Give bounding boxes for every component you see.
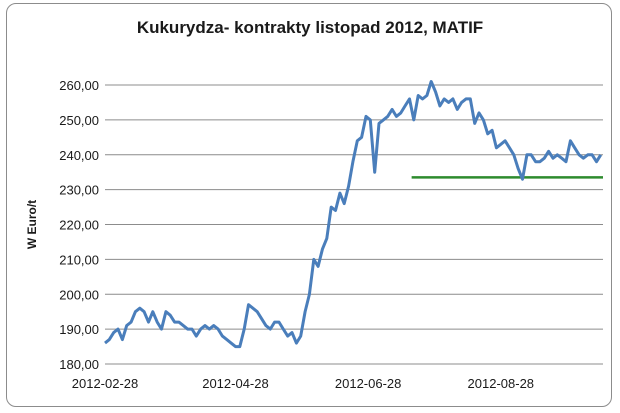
y-axis-label: W Euro/t — [25, 200, 39, 249]
x-tick-label: 2012-04-28 — [202, 376, 269, 391]
y-tick-label: 200,00 — [59, 287, 99, 302]
y-tick-label: 190,00 — [59, 322, 99, 337]
y-axis-ticks: 180,00 190,00 200,00 210,00 220,00 230,00 240,… — [59, 78, 99, 372]
y-tick-label: 230,00 — [59, 183, 99, 198]
x-tick-label: 2012-02-28 — [72, 376, 139, 391]
y-tick-label: 210,00 — [59, 252, 99, 267]
y-tick-label: 180,00 — [59, 357, 99, 372]
y-tick-label: 220,00 — [59, 218, 99, 233]
x-tick-label: 2012-06-28 — [335, 376, 402, 391]
x-tick-label: 2012-08-28 — [468, 376, 535, 391]
price-series-line — [104, 80, 603, 349]
chart-title: Kukurydza- kontrakty listopad 2012, MATI… — [136, 18, 484, 37]
y-tick-label: 260,00 — [59, 78, 99, 93]
x-axis-ticks: 2012-02-28 2012-04-28 2012-06-28 2012-08-28 — [72, 376, 534, 391]
y-tick-label: 240,00 — [59, 148, 99, 163]
y-tick-label: 250,00 — [59, 113, 99, 128]
